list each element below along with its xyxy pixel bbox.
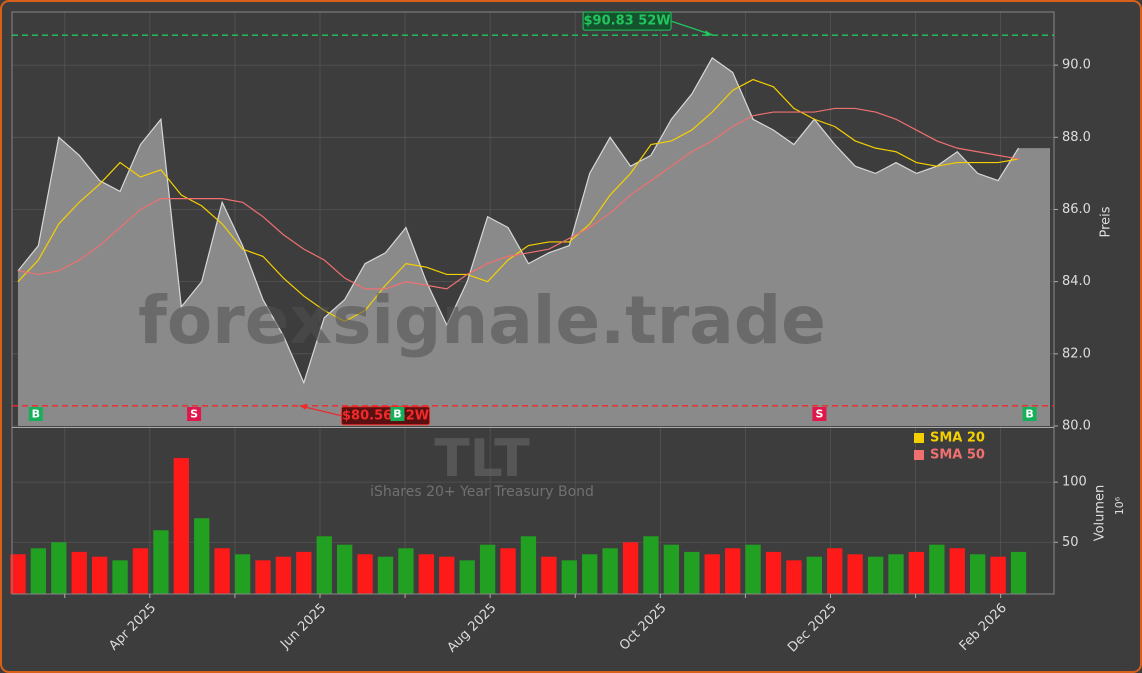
volume-bar — [1010, 551, 1027, 594]
volume-bar — [71, 551, 87, 594]
volume-bar — [30, 548, 47, 594]
volume-bar — [275, 556, 292, 594]
volume-bar — [296, 551, 312, 594]
volume-bar — [582, 554, 598, 594]
volume-bar — [10, 554, 26, 594]
volume-bar — [377, 556, 394, 594]
signal-label: B — [393, 408, 401, 421]
sma-line — [17, 107, 1019, 290]
volume-bar — [357, 554, 373, 594]
volume-bar — [153, 530, 169, 594]
signal-label: B — [32, 408, 40, 421]
volume-bar — [806, 556, 822, 594]
signal-label: S — [190, 408, 198, 421]
volume-bar — [459, 560, 475, 594]
volume-bar — [765, 551, 782, 594]
volume-bar — [704, 554, 720, 594]
volume-bar — [827, 548, 843, 594]
legend-label: SMA 20 — [930, 431, 985, 446]
y-tick-label: 50 — [1062, 535, 1079, 550]
y-tick-label: 86.0 — [1062, 202, 1091, 217]
volume-bar — [867, 556, 884, 594]
volume-bar — [561, 560, 577, 594]
signal-marker — [28, 407, 43, 421]
signal-marker — [1022, 407, 1037, 421]
volume-bar — [541, 556, 557, 594]
volume-bar — [745, 544, 761, 594]
legend-swatch — [914, 450, 924, 460]
level-box — [341, 406, 431, 426]
price-area — [17, 57, 1051, 426]
y-tick-label: 84.0 — [1062, 274, 1091, 289]
volume-bar — [622, 542, 639, 594]
volume-bar — [439, 556, 455, 594]
level-label: $90.83 52W — [584, 14, 671, 29]
watermark: forexsignale.trade — [138, 282, 826, 359]
y-tick-label: 90.0 — [1062, 58, 1091, 73]
signal-marker — [390, 407, 405, 421]
volume-bar — [194, 518, 210, 594]
volume-bar — [949, 548, 965, 594]
signal-label: B — [1025, 408, 1033, 421]
volume-bar — [51, 542, 67, 594]
volume-bar — [255, 560, 271, 594]
volume-bar — [398, 548, 414, 594]
volume-bar — [479, 544, 496, 594]
volume-bar — [520, 536, 537, 594]
signal-marker — [812, 407, 827, 421]
volume-axis-label: Volumen — [1093, 485, 1108, 542]
symbol-name: iShares 20+ Year Treasury Bond — [370, 484, 594, 500]
price-line — [17, 57, 1020, 385]
volume-bar — [132, 548, 149, 594]
volume-bar — [724, 548, 741, 594]
sma-line — [17, 78, 1019, 323]
level-arrow — [299, 405, 342, 417]
volume-bar — [970, 554, 986, 594]
volume-bar — [684, 551, 700, 594]
symbol: TLT — [434, 429, 530, 489]
legend-label: SMA 50 — [930, 448, 985, 463]
signal-label: S — [815, 408, 823, 421]
volume-bar — [173, 458, 189, 594]
y-tick-label: 88.0 — [1062, 130, 1091, 145]
volume-bar — [929, 544, 945, 594]
volume-bar — [234, 554, 251, 594]
volume-bar — [643, 536, 659, 594]
volume-bar — [500, 548, 516, 594]
price-axis-label: Preis — [1099, 206, 1114, 237]
level-label: $80.56 52W — [342, 408, 429, 423]
y-tick-label: 80.0 — [1062, 419, 1091, 434]
volume-bar — [888, 554, 904, 594]
legend-swatch — [914, 433, 924, 443]
volume-bar — [316, 536, 332, 594]
volume-bar — [908, 551, 925, 594]
level-box — [582, 11, 672, 31]
volume-bar — [990, 556, 1006, 594]
plot-frame — [11, 11, 1055, 595]
volume-unit: 10⁶ — [1113, 496, 1126, 515]
volume-bar — [847, 554, 863, 594]
signal-marker — [187, 407, 202, 421]
volume-bar — [602, 548, 618, 594]
volume-bar — [337, 544, 353, 594]
level-arrowhead — [299, 403, 308, 410]
y-tick-label: 82.0 — [1062, 346, 1091, 361]
volume-bar — [91, 556, 108, 594]
y-tick-label: 100 — [1062, 475, 1087, 490]
volume-bar — [214, 548, 230, 594]
volume-bar — [786, 560, 802, 594]
volume-bar — [663, 544, 680, 594]
volume-bar — [418, 554, 435, 594]
volume-bar — [112, 560, 128, 594]
level-arrowhead — [705, 30, 714, 37]
